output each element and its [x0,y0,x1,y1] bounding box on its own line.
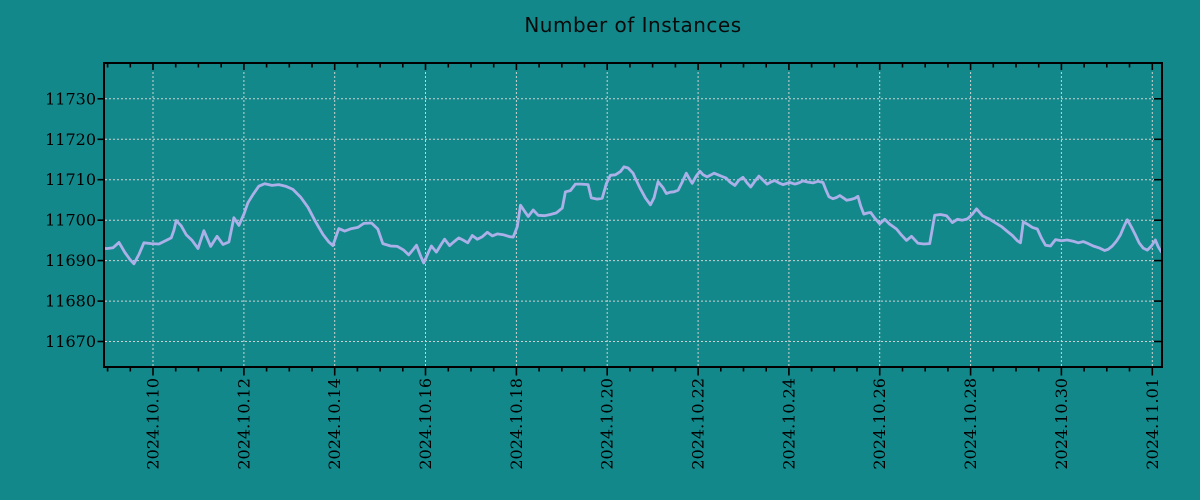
x-tick-label: 2024.10.24 [779,378,798,470]
axis-ticks [97,64,1161,376]
y-tick-label: 11700 [45,211,96,230]
series [103,165,1163,266]
plot-border-rect [103,62,1163,368]
x-tick-label: 2024.10.14 [325,378,344,470]
x-tick-label: 2024.10.28 [961,378,980,470]
y-tick-label: 11690 [45,251,96,270]
x-tick-label: 2024.10.16 [416,378,435,470]
x-tick-label: 2024.10.20 [598,378,617,470]
y-tick-label: 11720 [45,130,96,149]
x-tick-label: 2024.10.22 [689,378,708,470]
x-tick-label: 2024.10.10 [144,378,163,470]
y-tick-label: 11710 [45,170,96,189]
x-axis-tick-labels: 2024.10.10 2024.10.12 2024.10.14 2024.10.16… [144,378,1162,470]
x-tick-label: 2024.10.12 [234,378,253,470]
chart-title: Number of Instances [524,13,742,37]
y-tick-label: 11680 [45,292,96,311]
data-series-line [103,165,1163,266]
y-tick-label: 11730 [45,89,96,108]
x-tick-label: 2024.10.26 [870,378,889,470]
x-tick-label: 2024.10.18 [507,378,526,470]
x-tick-label: 2024.10.30 [1052,378,1071,470]
x-tick-label: 2024.11.01 [1143,378,1162,470]
y-axis-tick-labels: 11670 11680 11690 11700 11710 11720 11730 [45,89,96,351]
gridlines [105,64,1161,366]
y-tick-label: 11670 [45,332,96,351]
plot-border [103,62,1163,368]
